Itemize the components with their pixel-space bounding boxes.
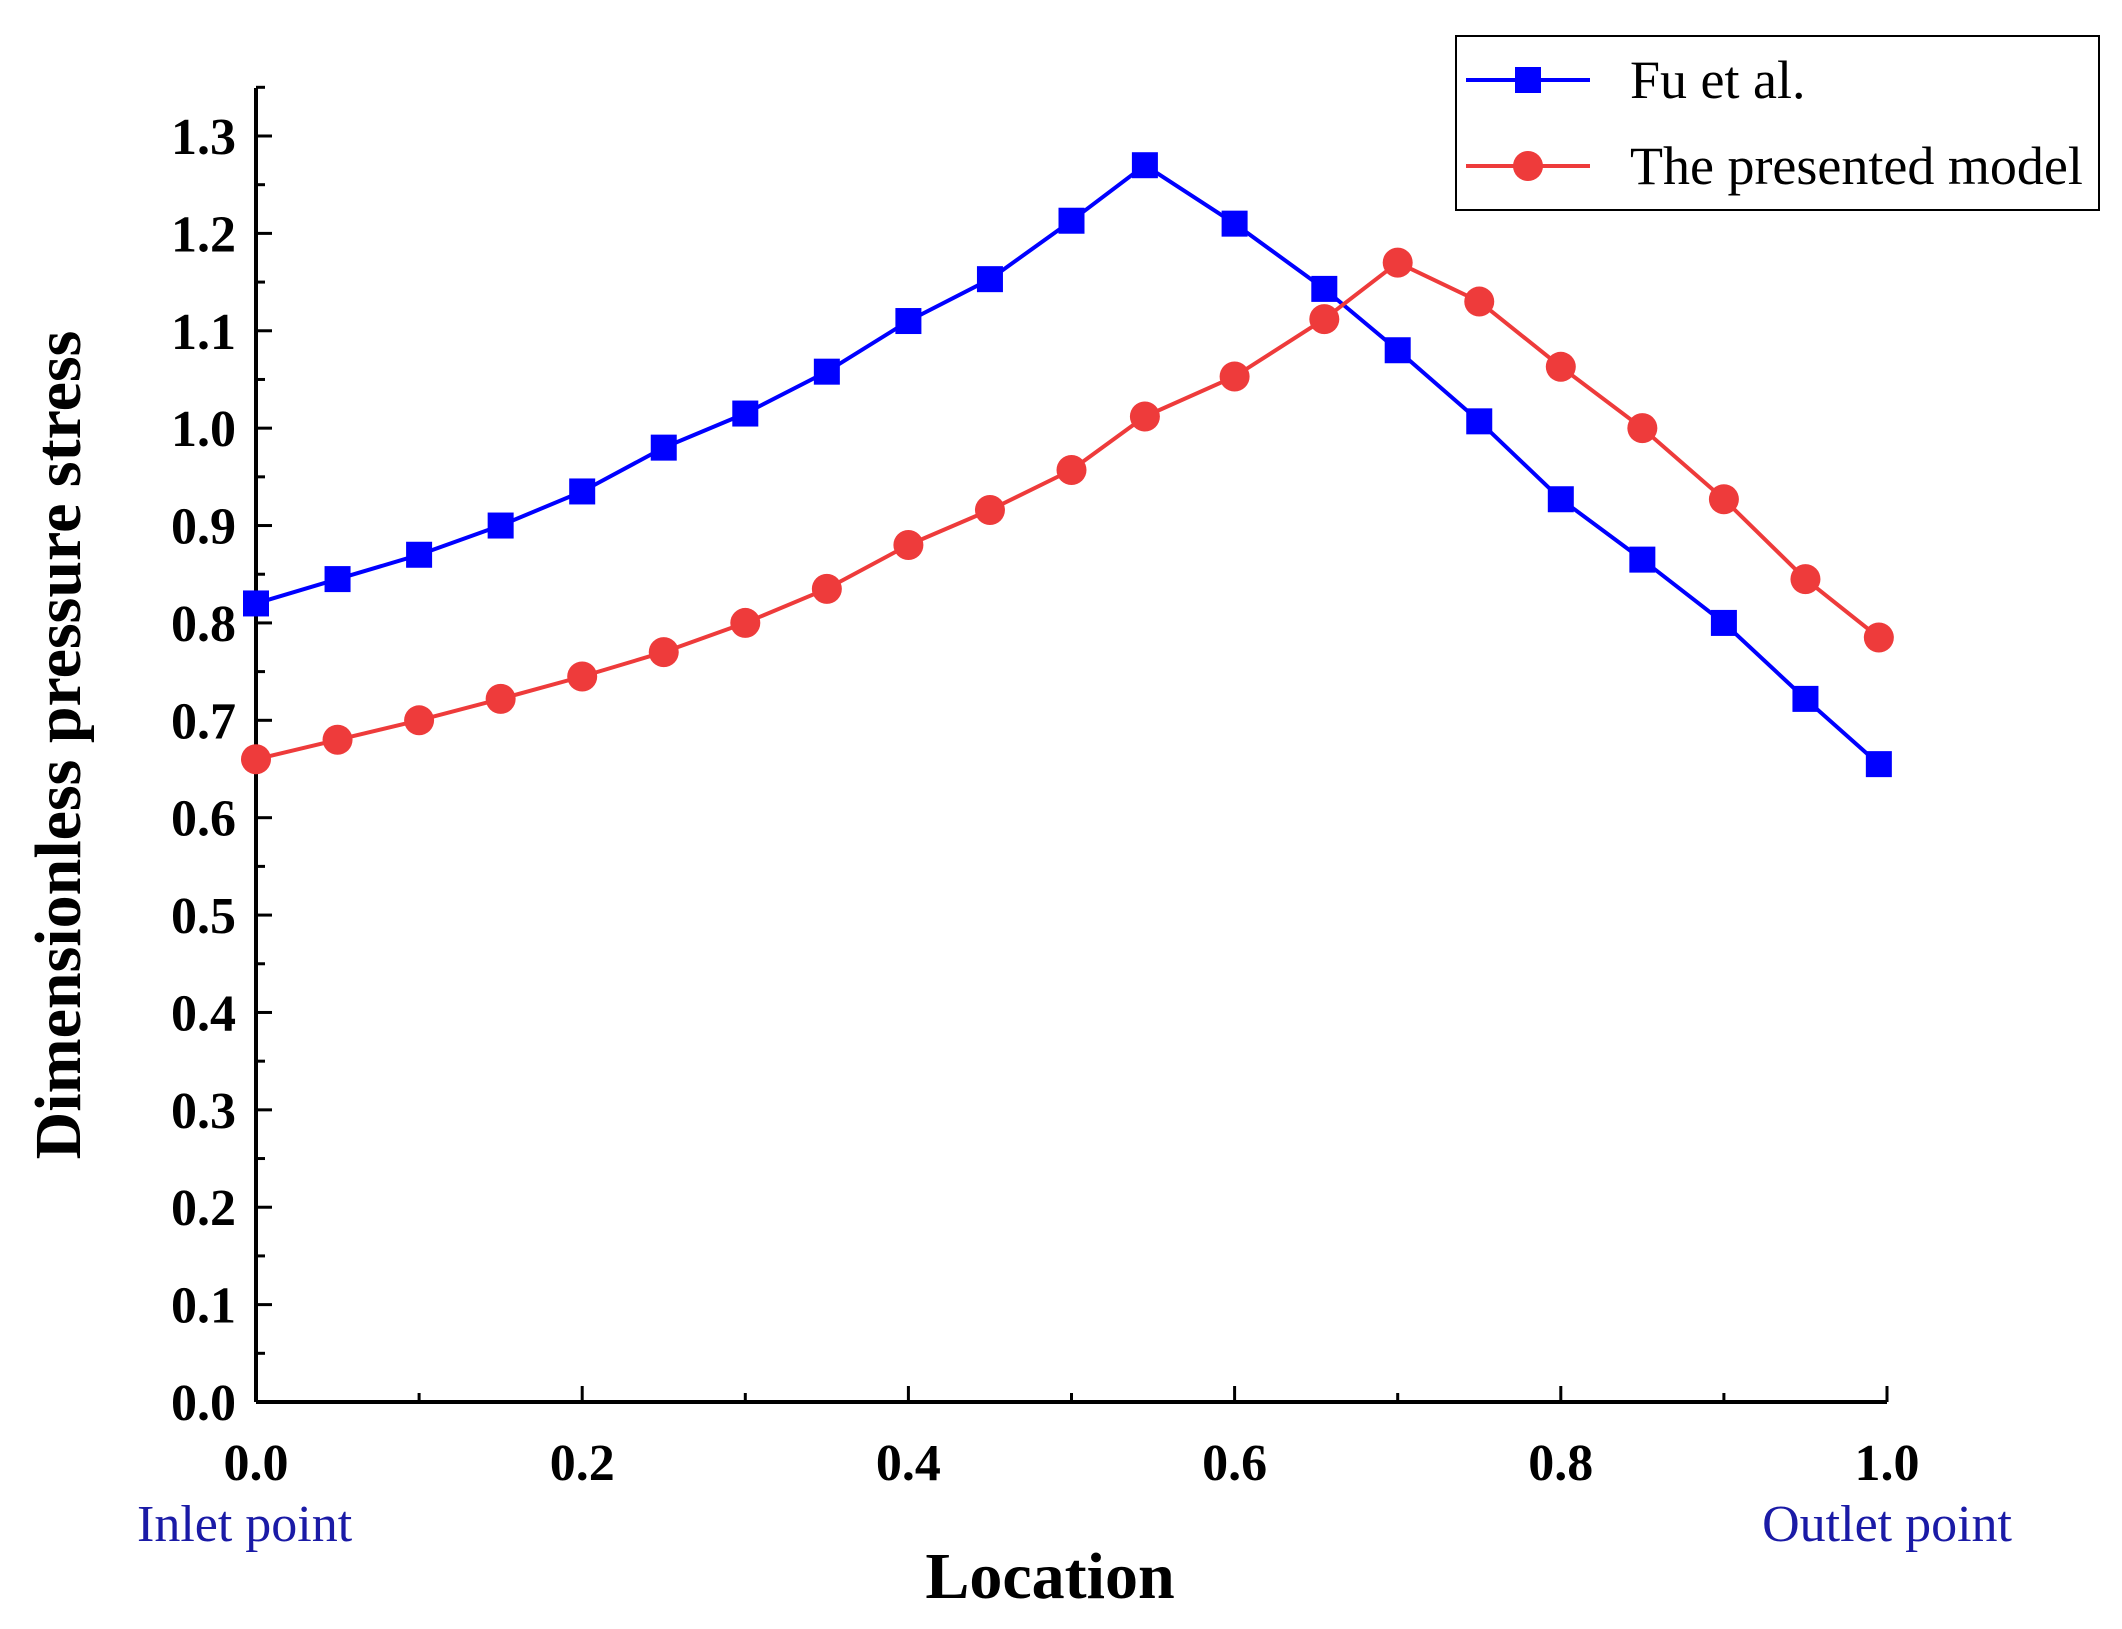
series-presented-model (241, 247, 1894, 775)
inlet-annotation: Inlet point (137, 1496, 353, 1553)
data-point-square (1547, 486, 1574, 513)
x-axis-title: Location (925, 1540, 1174, 1613)
data-point-square (650, 434, 677, 461)
data-point-circle (485, 683, 516, 714)
x-tick-label: 0.6 (1202, 1435, 1267, 1492)
data-point-circle (567, 661, 598, 692)
data-point-circle (1056, 455, 1087, 486)
data-point-circle (1790, 564, 1821, 595)
data-point-square (1058, 207, 1085, 234)
plot-series (241, 152, 1894, 778)
y-tick-label: 0.0 (171, 1375, 236, 1432)
y-tick-label: 0.1 (171, 1278, 236, 1335)
data-point-circle (322, 724, 353, 755)
y-tick-label: 0.8 (171, 596, 236, 653)
data-point-square (1311, 275, 1338, 302)
data-point-circle (811, 573, 842, 604)
data-point-square (1792, 685, 1819, 712)
x-tick-label: 0.8 (1528, 1435, 1593, 1492)
data-point-circle (648, 637, 679, 668)
data-point-square (1221, 210, 1248, 237)
data-point-circle (1382, 247, 1413, 278)
data-point-square (976, 266, 1003, 293)
data-point-circle (1545, 351, 1576, 382)
x-tick-label: 1.0 (1855, 1435, 1920, 1492)
legend-label-fu: Fu et al. (1630, 50, 1805, 110)
data-point-circle (1863, 622, 1894, 653)
data-point-circle (1309, 304, 1340, 335)
data-point-circle (730, 607, 761, 638)
legend-marker-presented (1513, 151, 1543, 181)
data-point-square (1710, 609, 1737, 636)
data-point-square (406, 541, 433, 568)
data-point-square (1865, 751, 1892, 778)
y-tick-label: 0.3 (171, 1083, 236, 1140)
series-fu-et-al (243, 152, 1892, 778)
y-tick-label: 0.9 (171, 499, 236, 556)
y-axis-title: Dimensionless pressure stress (22, 331, 95, 1160)
y-tick-label: 1.0 (171, 401, 236, 458)
legend: Fu et al. The presented model (1455, 35, 2100, 211)
data-point-square (1384, 337, 1411, 364)
data-point-circle (404, 705, 435, 736)
data-point-circle (1129, 401, 1160, 432)
data-point-circle (974, 494, 1005, 525)
legend-marker-fu (1515, 67, 1541, 93)
data-point-circle (893, 530, 924, 561)
legend-box (1455, 35, 2100, 211)
legend-label-presented: The presented model (1630, 136, 2083, 196)
data-point-circle (241, 744, 271, 775)
x-tick-label: 0.0 (224, 1435, 289, 1492)
y-tick-label: 0.5 (171, 888, 236, 945)
data-point-square (487, 512, 514, 539)
data-point-circle (1627, 413, 1658, 444)
data-point-square (569, 478, 596, 505)
y-tick-label: 1.1 (171, 304, 236, 361)
data-point-square (324, 566, 351, 593)
data-point-square (1131, 152, 1158, 179)
y-tick-label: 0.4 (171, 985, 236, 1042)
data-point-square (243, 590, 269, 617)
y-tick-label: 0.7 (171, 693, 236, 750)
y-tick-label: 0.6 (171, 791, 236, 848)
axes: 0.0 0.1 0.2 0.3 0.4 0.5 0.6 0.7 0.8 0.9 1.0 1.1 1.2 1… (171, 85, 1920, 1492)
data-point-circle (1708, 484, 1739, 515)
data-point-circle (1219, 361, 1250, 392)
y-tick-label: 1.2 (171, 206, 236, 263)
data-point-square (813, 358, 840, 385)
data-point-square (895, 308, 922, 335)
data-point-square (732, 400, 759, 427)
data-point-square (1466, 408, 1493, 435)
data-point-circle (1464, 286, 1495, 317)
y-tick-label: 0.2 (171, 1180, 236, 1237)
outlet-annotation: Outlet point (1762, 1496, 2012, 1553)
x-tick-label: 0.2 (550, 1435, 615, 1492)
data-point-square (1629, 546, 1656, 573)
x-tick-label: 0.4 (876, 1435, 941, 1492)
y-tick-label: 1.3 (171, 109, 236, 166)
